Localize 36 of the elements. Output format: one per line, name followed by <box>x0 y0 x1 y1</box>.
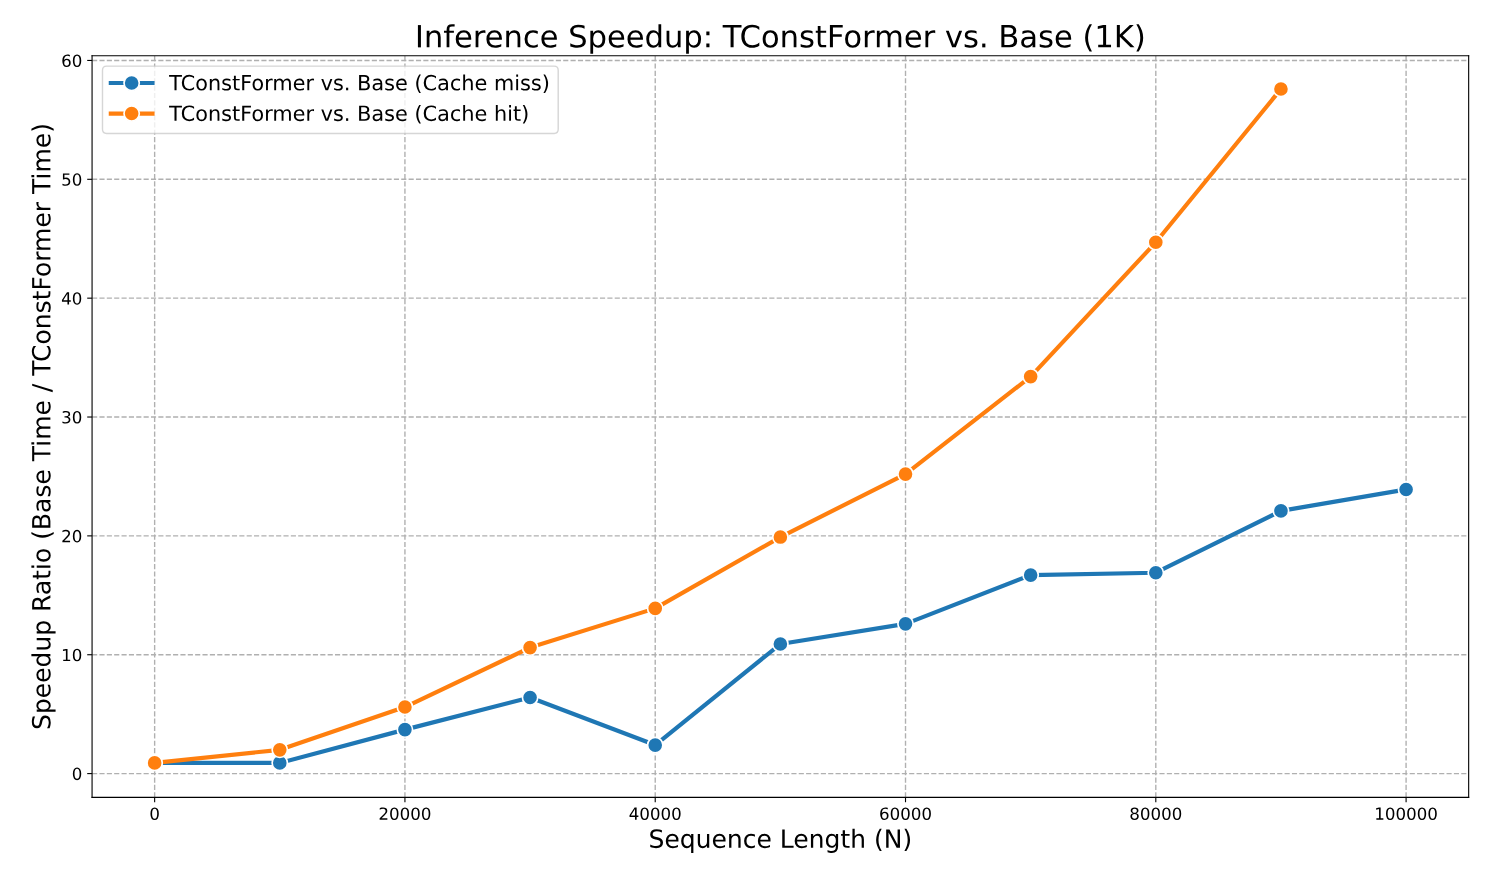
point <box>1272 80 1290 98</box>
chart-title: Inference Speedup: TConstFormer vs. Base (1K) <box>417 24 1144 54</box>
y-tick-label: 0 <box>72 767 82 781</box>
x-tick-label: 60000 <box>880 807 931 820</box>
y-axis-title: Speedup Ratio (Base Time / TConstFormer Time) <box>31 125 56 729</box>
point <box>271 741 289 759</box>
legend-label: TConstFormer vs. Base (Cache miss) <box>169 74 549 94</box>
point <box>1397 481 1415 498</box>
point <box>646 599 664 617</box>
point <box>897 615 914 633</box>
y-tick-label: 20 <box>62 529 82 543</box>
y-tick-label: 30 <box>62 410 82 424</box>
x-tick-label: 100000 <box>1376 807 1437 820</box>
legend-label: TConstFormer vs. Base (Cache hit) <box>169 105 528 124</box>
x-axis-title: Sequence Length (N) <box>650 828 911 853</box>
point <box>1272 502 1290 520</box>
point <box>771 635 789 653</box>
point <box>1147 564 1165 582</box>
point <box>1022 368 1040 386</box>
y-tick-label: 40 <box>61 292 82 305</box>
point <box>521 689 539 707</box>
x-tick-label: 0 <box>150 807 159 820</box>
point <box>396 721 414 739</box>
point <box>396 698 414 716</box>
y-tick-label: 60 <box>62 54 82 68</box>
point <box>521 639 539 657</box>
point <box>646 736 664 754</box>
x-tick-label: 40000 <box>629 807 681 820</box>
point <box>897 465 914 483</box>
point <box>771 528 789 546</box>
point <box>1147 233 1165 251</box>
x-tick-label: 80000 <box>1130 807 1182 820</box>
y-tick-label: 50 <box>62 173 82 186</box>
point <box>1022 566 1040 584</box>
y-tick-label: 10 <box>62 648 82 662</box>
x-tick-label: 20000 <box>379 807 431 820</box>
